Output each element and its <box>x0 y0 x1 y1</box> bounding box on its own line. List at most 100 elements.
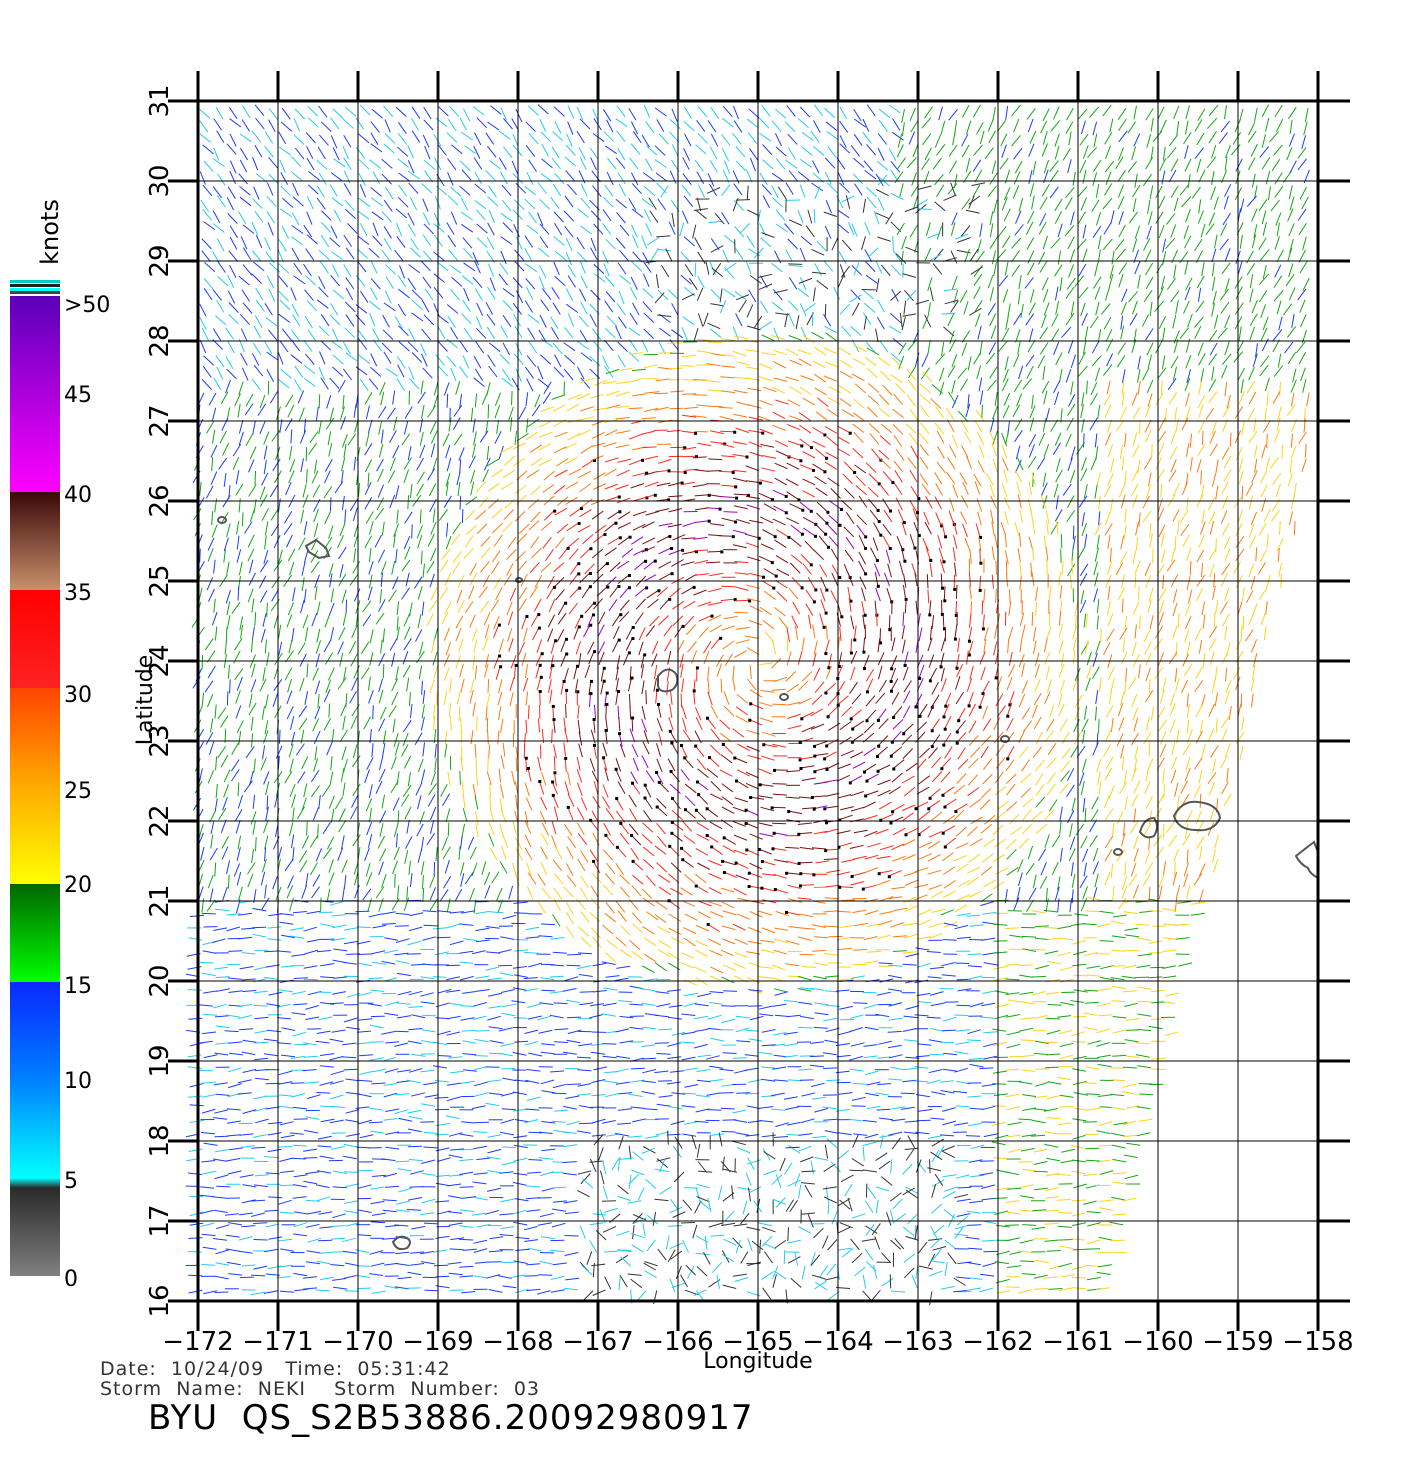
wind-vector <box>905 246 919 253</box>
wind-vector <box>289 783 296 798</box>
rain-flag-marker <box>565 652 569 656</box>
wind-vector <box>695 209 707 220</box>
wind-vector <box>421 353 428 367</box>
wind-vector <box>457 482 461 497</box>
wind-vector <box>1197 444 1206 457</box>
wind-vector <box>1089 417 1098 431</box>
wind-vector <box>491 550 501 563</box>
wind-vector <box>416 823 424 837</box>
wind-vector <box>936 143 946 156</box>
wind-vector <box>989 236 998 250</box>
wind-vector <box>464 145 477 155</box>
wind-vector <box>772 518 786 526</box>
wind-vector <box>693 589 707 596</box>
wind-vector <box>313 522 319 537</box>
wind-vector <box>951 353 958 368</box>
wind-vector <box>429 573 435 588</box>
wind-vector <box>840 749 855 757</box>
rain-flag-marker <box>552 718 556 722</box>
wind-vector <box>382 628 385 643</box>
rain-flag-marker <box>696 780 699 784</box>
wind-vector <box>1128 290 1138 303</box>
wind-vector <box>1004 533 1007 548</box>
wind-vector <box>735 146 746 158</box>
wind-vector <box>1161 549 1166 563</box>
rain-flag-marker <box>800 532 804 536</box>
wind-vector <box>236 677 243 691</box>
wind-vector <box>310 550 319 563</box>
wind-vector <box>1094 522 1102 536</box>
wind-vector <box>1033 692 1042 706</box>
wind-vector <box>524 300 534 313</box>
wind-vector <box>816 501 828 513</box>
wind-vector <box>1200 368 1205 383</box>
wind-vector <box>401 433 411 446</box>
wind-vector <box>772 703 787 706</box>
wind-vector <box>416 525 423 539</box>
rain-flag-marker <box>589 692 593 696</box>
wind-vector <box>837 681 846 694</box>
wind-vector <box>391 691 399 706</box>
wind-vector <box>248 572 256 586</box>
wind-vector <box>525 121 536 133</box>
wind-vector <box>762 144 773 156</box>
rain-flag-marker <box>707 493 711 497</box>
wind-vector <box>1030 562 1033 577</box>
wind-vector <box>1008 651 1013 666</box>
wind-vector <box>931 694 940 708</box>
wind-vector <box>443 653 451 667</box>
wind-vector <box>962 523 968 538</box>
wind-vector <box>849 294 862 303</box>
wind-vector <box>238 211 247 224</box>
wind-vector <box>576 393 591 400</box>
wind-vector <box>330 756 333 771</box>
wind-vector <box>605 238 616 250</box>
wind-vector <box>341 589 347 604</box>
wind-vector <box>853 262 860 276</box>
wind-vector <box>656 248 671 252</box>
wind-vector <box>430 819 435 834</box>
wind-vector <box>301 561 306 576</box>
wind-vector <box>304 353 315 365</box>
wind-vector <box>357 133 370 144</box>
rain-flag-marker <box>903 559 907 563</box>
wind-vector <box>201 250 211 262</box>
wind-vector <box>1184 158 1192 172</box>
wind-vector <box>966 650 969 665</box>
wind-vector <box>278 729 281 744</box>
wind-vector <box>680 693 683 708</box>
wind-vector <box>604 184 614 197</box>
wind-vector <box>837 436 850 445</box>
wind-vector <box>1184 616 1192 630</box>
wind-vector <box>932 771 943 782</box>
wind-vector <box>301 577 305 592</box>
rain-flag-marker <box>813 754 817 758</box>
wind-vector <box>1017 548 1021 562</box>
wind-vector <box>226 561 230 576</box>
wind-vector <box>600 667 605 682</box>
wind-vector <box>215 783 218 798</box>
wind-vector <box>1104 767 1113 781</box>
wind-vector <box>1184 235 1192 249</box>
wind-vector <box>1096 472 1101 487</box>
wind-vector <box>266 351 279 361</box>
wind-vector <box>1145 276 1154 290</box>
wind-vector <box>1296 341 1306 354</box>
wind-vector <box>1179 183 1190 196</box>
wind-vector <box>956 773 967 785</box>
wind-vector <box>411 130 421 143</box>
wind-vector <box>486 458 500 467</box>
wind-vector <box>773 289 788 294</box>
wind-vector <box>249 559 254 574</box>
wind-vector <box>253 364 264 377</box>
wind-vector <box>1059 584 1063 599</box>
wind-vector <box>510 655 517 669</box>
wind-vector <box>732 806 747 813</box>
wind-vector <box>745 542 760 548</box>
wind-vector <box>815 487 828 497</box>
wind-vector <box>1145 484 1152 498</box>
wind-vector <box>1090 809 1099 822</box>
wind-vector <box>1110 210 1115 225</box>
wind-vector <box>692 224 697 239</box>
wind-vector <box>723 616 738 620</box>
